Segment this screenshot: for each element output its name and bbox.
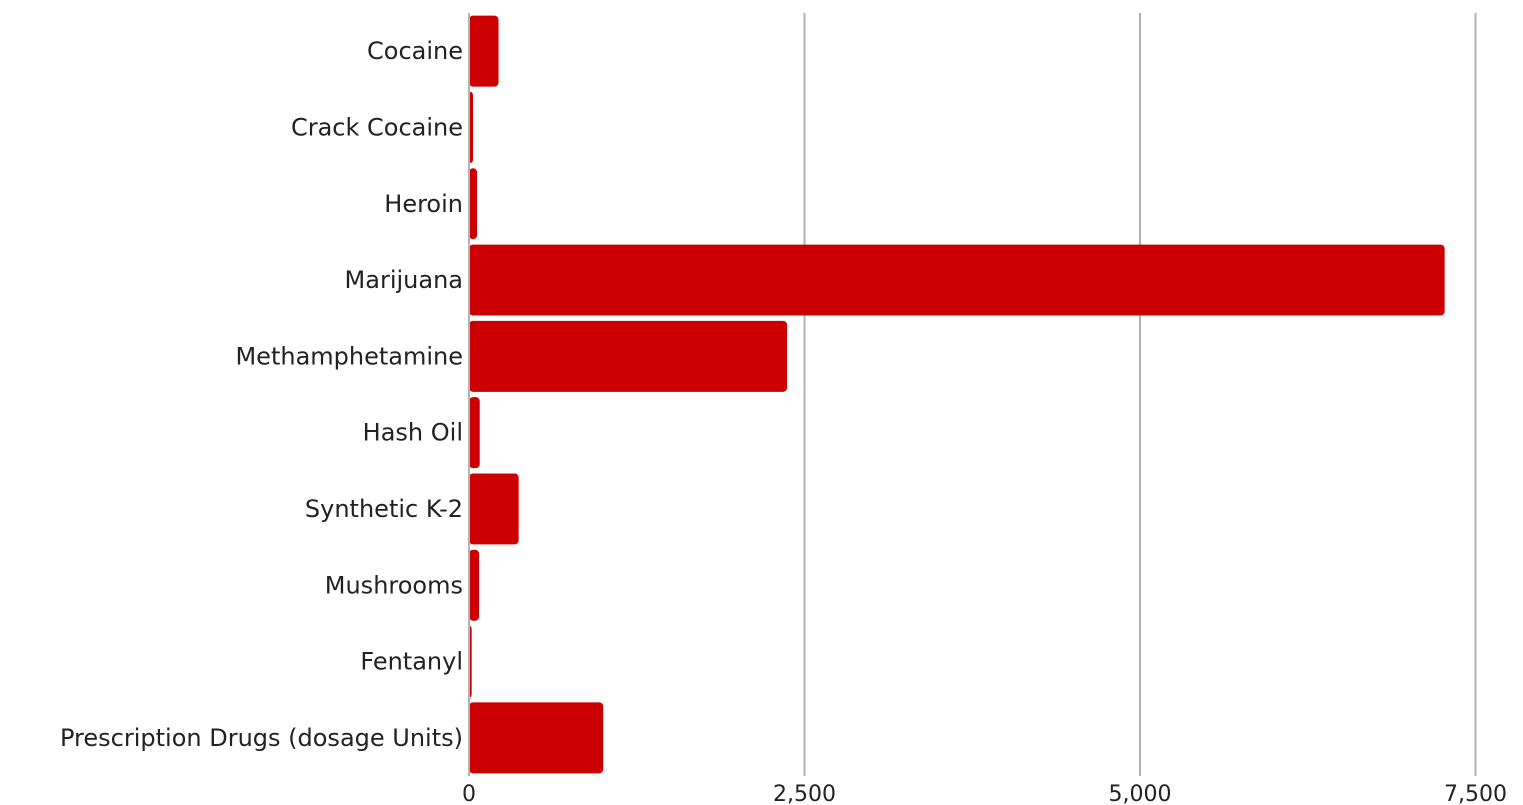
category-label: Synthetic K-2 bbox=[305, 495, 463, 523]
bar[interactable] bbox=[469, 91, 474, 163]
bars bbox=[469, 15, 1445, 774]
category-label: Prescription Drugs (dosage Units) bbox=[60, 724, 463, 752]
bar[interactable] bbox=[469, 549, 480, 621]
bar[interactable] bbox=[469, 702, 604, 774]
x-tick-label: 0 bbox=[462, 782, 476, 805]
grid-lines bbox=[803, 13, 1477, 776]
category-label: Fentanyl bbox=[360, 648, 463, 676]
category-label: Heroin bbox=[384, 190, 463, 218]
bar[interactable] bbox=[469, 320, 788, 392]
bar[interactable] bbox=[469, 15, 499, 87]
x-tick-labels: 0 2,500 5,000 7,500 bbox=[462, 782, 1507, 805]
category-label: Cocaine bbox=[367, 37, 463, 65]
bar[interactable] bbox=[469, 244, 1445, 316]
category-label: Crack Cocaine bbox=[291, 113, 463, 141]
category-label: Hash Oil bbox=[363, 419, 463, 447]
category-label: Marijuana bbox=[345, 266, 463, 294]
category-labels: Cocaine Crack Cocaine Heroin Marijuana Metha… bbox=[60, 37, 463, 752]
x-tick-label: 5,000 bbox=[1109, 782, 1172, 805]
x-tick-label: 7,500 bbox=[1444, 782, 1507, 805]
category-label: Mushrooms bbox=[325, 571, 463, 599]
category-label: Methamphetamine bbox=[235, 342, 463, 370]
bar[interactable] bbox=[469, 397, 480, 469]
bar[interactable] bbox=[469, 473, 519, 545]
x-tick-label: 2,500 bbox=[773, 782, 836, 805]
bar[interactable] bbox=[469, 168, 478, 240]
